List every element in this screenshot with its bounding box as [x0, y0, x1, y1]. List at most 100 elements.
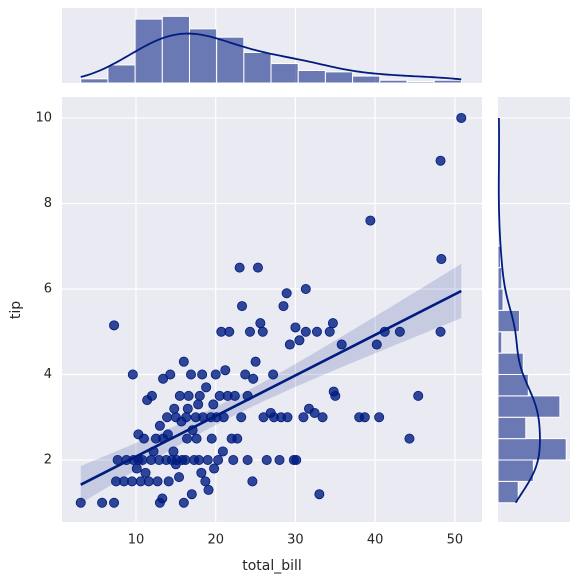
scatter-point: [404, 433, 415, 444]
scatter-point: [456, 112, 467, 123]
histogram-bar: [352, 75, 381, 84]
scatter-point: [379, 326, 390, 337]
scatter-point: [196, 467, 207, 478]
scatter-point: [162, 429, 173, 440]
scatter-point: [97, 497, 108, 508]
histogram-bar: [497, 395, 561, 418]
scatter-point: [140, 467, 151, 478]
confidence-band: [80, 263, 462, 504]
histogram-bar: [379, 79, 408, 84]
scatter-point: [242, 455, 253, 466]
scatter-point: [162, 412, 173, 423]
scatter-point: [213, 455, 224, 466]
scatter-point: [274, 455, 285, 466]
scatter-point: [131, 463, 142, 474]
scatter-point: [157, 493, 168, 504]
scatter-point: [234, 262, 245, 273]
histogram-bar: [497, 438, 567, 461]
scatter-point: [75, 497, 86, 508]
histogram-bar: [270, 63, 299, 84]
scatter-point: [194, 390, 205, 401]
histogram-bar: [80, 78, 109, 84]
histogram-bar: [497, 459, 534, 482]
histogram-bar: [497, 480, 519, 504]
scatter-point: [242, 390, 253, 401]
scatter-point: [185, 369, 196, 380]
scatter-point: [165, 369, 176, 380]
scatter-point: [217, 446, 228, 457]
scatter-point: [182, 433, 193, 444]
scatter-point: [193, 399, 204, 410]
x-tick-label: 50: [447, 533, 464, 548]
scatter-point: [193, 455, 204, 466]
scatter-point: [284, 339, 295, 350]
scatter-point: [202, 455, 213, 466]
scatter-point: [327, 318, 338, 329]
y-tick-label: 4: [44, 367, 52, 382]
scatter-point: [359, 412, 370, 423]
scatter-point: [436, 254, 447, 265]
scatter-point: [300, 283, 311, 294]
scatter-point: [250, 356, 261, 367]
scatter-point: [218, 412, 229, 423]
scatter-point: [209, 463, 220, 474]
scatter-point: [174, 390, 185, 401]
scatter-point: [394, 326, 405, 337]
scatter-point: [224, 326, 235, 337]
scatter-point: [300, 326, 311, 337]
x-tick-label: 20: [207, 533, 224, 548]
main-panel: [62, 97, 482, 522]
scatter-point: [324, 326, 335, 337]
scatter-point: [281, 288, 292, 299]
histogram-bar: [406, 81, 435, 84]
scatter-point: [291, 455, 302, 466]
scatter-point: [435, 155, 446, 166]
scatter-point: [182, 403, 193, 414]
scatter-point: [168, 446, 179, 457]
scatter-point: [311, 326, 322, 337]
scatter-point: [210, 369, 221, 380]
histogram-bar: [243, 51, 272, 84]
scatter-point: [127, 369, 138, 380]
scatter-point: [191, 433, 202, 444]
scatter-point: [309, 407, 320, 418]
scatter-point: [169, 403, 180, 414]
scatter-point: [187, 425, 198, 436]
scatter-point: [314, 489, 325, 500]
scatter-point: [181, 412, 192, 423]
histogram-bar: [433, 79, 462, 84]
y-axis-label: tip: [8, 301, 24, 319]
scatter-point: [152, 476, 163, 487]
y-tick-label: 2: [44, 453, 52, 468]
scatter-point: [261, 455, 272, 466]
scatter-point: [109, 497, 120, 508]
scatter-point: [146, 390, 157, 401]
scatter-point: [290, 322, 301, 333]
scatter-point: [282, 412, 293, 423]
scatter-point: [208, 399, 219, 410]
scatter-point: [247, 476, 258, 487]
histogram-bar: [134, 18, 163, 84]
scatter-point: [228, 455, 239, 466]
scatter-point: [244, 326, 255, 337]
scatter-point: [127, 476, 138, 487]
x-tick-label: 40: [367, 533, 384, 548]
histogram-bar: [107, 64, 136, 84]
histogram-bar: [497, 309, 520, 333]
histogram-bar: [497, 267, 503, 290]
kde-line: [497, 117, 541, 504]
scatter-point: [232, 433, 243, 444]
scatter-point: [268, 369, 279, 380]
scatter-point: [143, 476, 154, 487]
scatter-point: [317, 412, 328, 423]
scatter-point: [180, 455, 191, 466]
scatter-point: [112, 455, 123, 466]
scatter-point: [255, 318, 266, 329]
histogram-bar: [297, 70, 326, 84]
scatter-point: [413, 390, 424, 401]
scatter-point: [248, 373, 259, 384]
scatter-point: [240, 369, 251, 380]
scatter-point: [163, 476, 174, 487]
histogram-bar: [497, 288, 504, 311]
